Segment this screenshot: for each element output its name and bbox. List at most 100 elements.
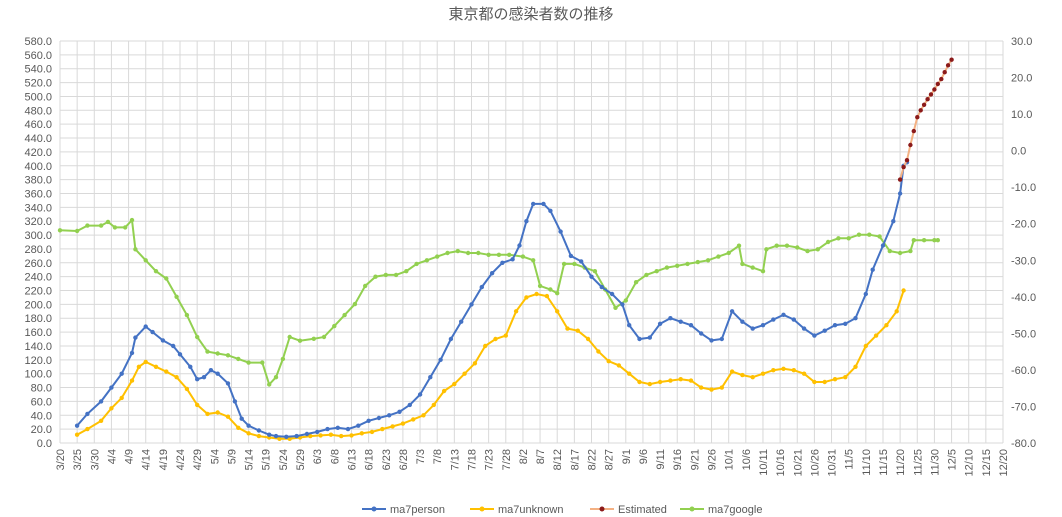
data-point xyxy=(637,336,642,342)
data-point xyxy=(208,368,214,373)
series-ma7person xyxy=(74,160,910,439)
y2-tick-label: -30.0 xyxy=(1011,255,1036,267)
series-line-Estimated xyxy=(899,59,953,180)
data-point xyxy=(352,301,358,307)
data-point xyxy=(716,254,721,259)
data-point xyxy=(335,425,340,430)
y2-tick-label: 0.0 xyxy=(1011,146,1026,158)
data-point xyxy=(496,252,502,257)
data-point xyxy=(736,243,742,248)
data-point xyxy=(503,333,508,338)
data-point xyxy=(795,245,800,250)
data-point xyxy=(297,338,303,343)
x-tick-label: 5/4 xyxy=(209,449,221,464)
data-point xyxy=(921,102,927,108)
data-point xyxy=(897,191,903,196)
data-point xyxy=(246,360,251,365)
data-point xyxy=(236,356,241,362)
data-point xyxy=(133,247,138,252)
data-point xyxy=(596,349,601,354)
data-point xyxy=(510,257,515,262)
data-point xyxy=(129,378,135,383)
data-point xyxy=(688,323,694,328)
data-point xyxy=(493,336,498,342)
data-point xyxy=(805,248,810,254)
data-point xyxy=(195,377,200,382)
data-point xyxy=(489,271,495,276)
data-point xyxy=(74,228,80,234)
data-point xyxy=(760,371,766,376)
data-point xyxy=(555,309,560,314)
data-point xyxy=(740,372,745,378)
y-tick-label: 500.0 xyxy=(24,91,52,103)
data-point xyxy=(843,375,848,380)
data-point xyxy=(232,399,238,404)
x-tick-label: 10/21 xyxy=(792,449,804,477)
data-point xyxy=(205,411,210,417)
data-point xyxy=(627,323,632,328)
data-point xyxy=(877,234,882,239)
y2-tick-label: -80.0 xyxy=(1011,438,1036,450)
data-point xyxy=(668,316,673,321)
x-tick-label: 12/5 xyxy=(947,449,959,470)
y-tick-label: 200.0 xyxy=(24,299,52,311)
data-point xyxy=(558,229,563,234)
data-point xyxy=(133,335,138,340)
data-point xyxy=(781,312,786,317)
data-point xyxy=(867,232,872,237)
data-point xyxy=(750,326,755,331)
data-point xyxy=(325,426,330,432)
data-point xyxy=(109,406,114,411)
data-point xyxy=(85,426,90,432)
data-point xyxy=(801,326,807,331)
data-point xyxy=(657,379,663,385)
data-point xyxy=(98,418,104,423)
data-point xyxy=(339,433,344,439)
data-point xyxy=(390,424,395,429)
data-point xyxy=(760,269,766,274)
data-point xyxy=(417,392,423,397)
x-tick-label: 7/18 xyxy=(466,449,478,470)
data-point xyxy=(856,232,862,237)
data-point xyxy=(548,208,553,213)
data-point xyxy=(901,288,906,293)
data-point xyxy=(771,317,776,322)
y-tick-label: 40.0 xyxy=(31,410,52,422)
data-point xyxy=(472,361,478,366)
data-point xyxy=(555,291,560,296)
y-tick-label: 440.0 xyxy=(24,133,52,145)
legend: ma7person ma7unknown Estimated ma7google xyxy=(362,504,762,516)
data-point xyxy=(524,219,529,224)
legend-item-ma7unknown: ma7unknown xyxy=(470,504,563,516)
data-point xyxy=(267,382,272,387)
x-tick-label: 7/13 xyxy=(449,449,461,470)
data-point xyxy=(411,417,416,422)
legend-swatch-marker xyxy=(479,506,485,512)
data-point xyxy=(153,269,159,274)
data-point xyxy=(935,81,940,87)
data-point xyxy=(215,410,220,415)
data-point xyxy=(318,433,323,438)
data-point xyxy=(825,239,831,245)
data-point xyxy=(201,375,207,380)
x-tick-label: 6/13 xyxy=(346,449,358,470)
x-tick-label: 5/14 xyxy=(244,449,256,470)
data-point xyxy=(284,434,289,439)
data-point xyxy=(164,276,169,281)
data-point xyxy=(942,70,947,75)
x-axis: 3/20 3/25 3/30 4/4 4/9 4/14 4/19 4/24 4/29 5/4 5/9… xyxy=(55,449,1010,477)
y-tick-label: 420.0 xyxy=(24,147,52,159)
y2-tick-label: -40.0 xyxy=(1011,292,1036,304)
data-point xyxy=(616,363,622,368)
legend-label: Estimated xyxy=(618,504,667,516)
y-tick-label: 220.0 xyxy=(24,286,52,298)
y-tick-label: 280.0 xyxy=(24,244,52,256)
x-tick-label: 11/15 xyxy=(878,449,890,476)
y-tick-label: 380.0 xyxy=(24,175,52,187)
data-point xyxy=(424,258,430,263)
data-point xyxy=(932,87,937,92)
data-point xyxy=(832,377,838,382)
data-point xyxy=(729,309,735,314)
data-point xyxy=(225,414,231,419)
